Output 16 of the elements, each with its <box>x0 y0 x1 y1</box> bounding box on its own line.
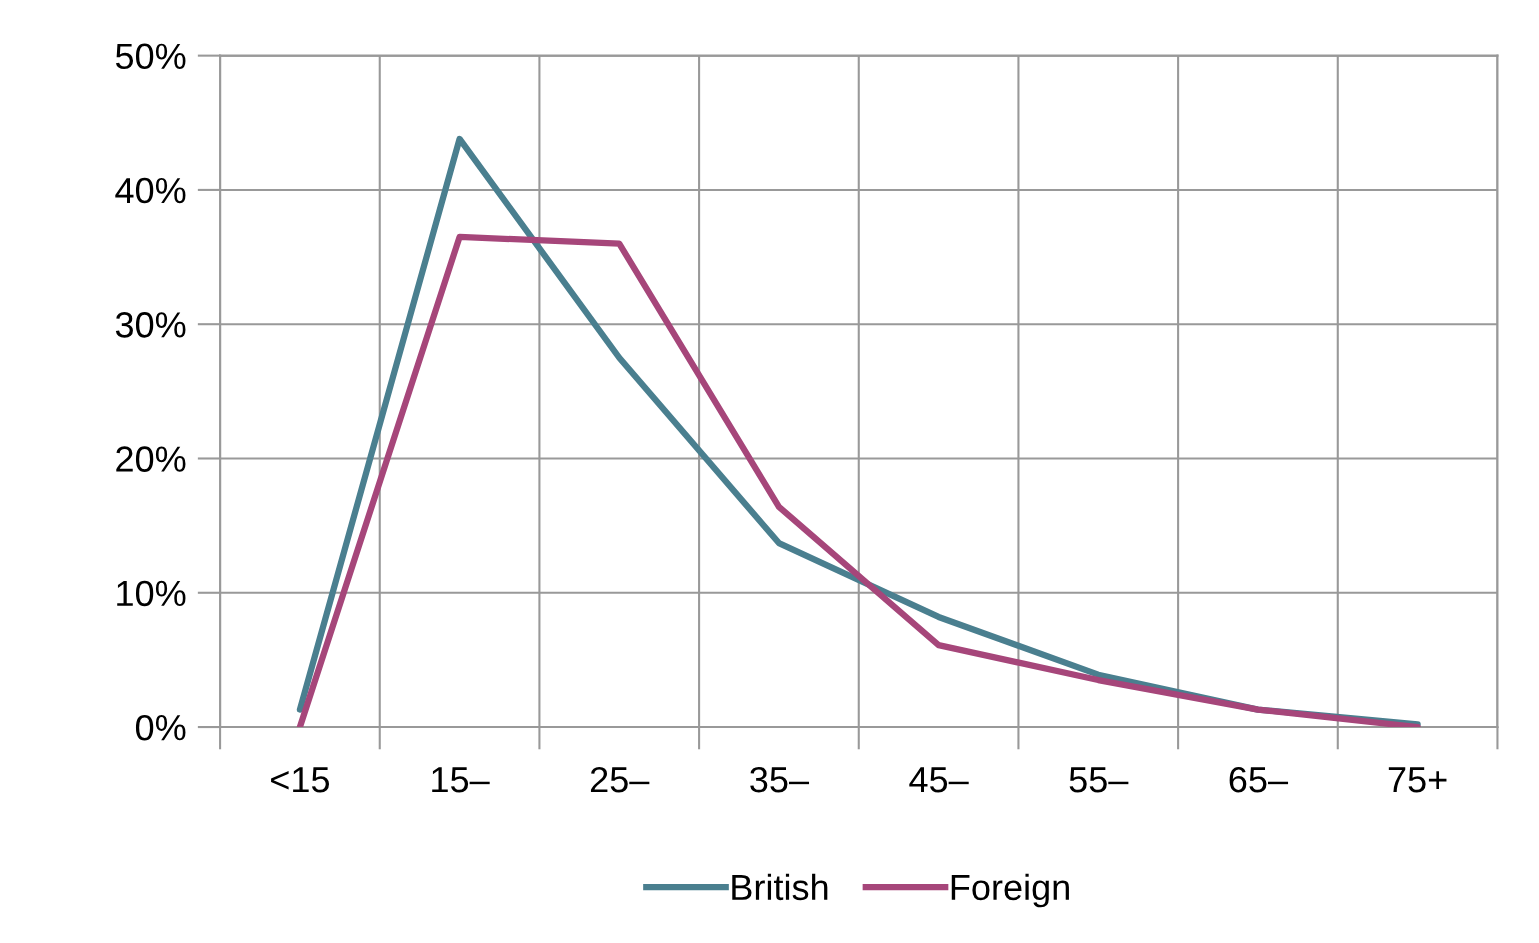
legend-label: British <box>732 873 828 901</box>
legend-label: Foreign <box>951 873 1069 908</box>
y-tick-label: 10% <box>117 580 186 607</box>
x-tick-label: 55– <box>1069 767 1129 793</box>
x-tick-label: 75+ <box>1388 767 1447 793</box>
y-tick-label: 40% <box>115 177 186 204</box>
y-tick-label: 50% <box>115 43 186 70</box>
y-tick-label: 30% <box>115 312 186 338</box>
x-tick-label: 35– <box>750 766 810 793</box>
x-tick-label: <15 <box>271 767 330 793</box>
x-tick-label: 25– <box>590 766 650 793</box>
x-tick-label: 45– <box>909 767 969 793</box>
x-tick-label: 15– <box>432 767 490 793</box>
y-tick-label: 0% <box>135 714 186 741</box>
x-tick-label: 65– <box>1229 766 1289 793</box>
y-tick-label: 20% <box>116 446 186 472</box>
